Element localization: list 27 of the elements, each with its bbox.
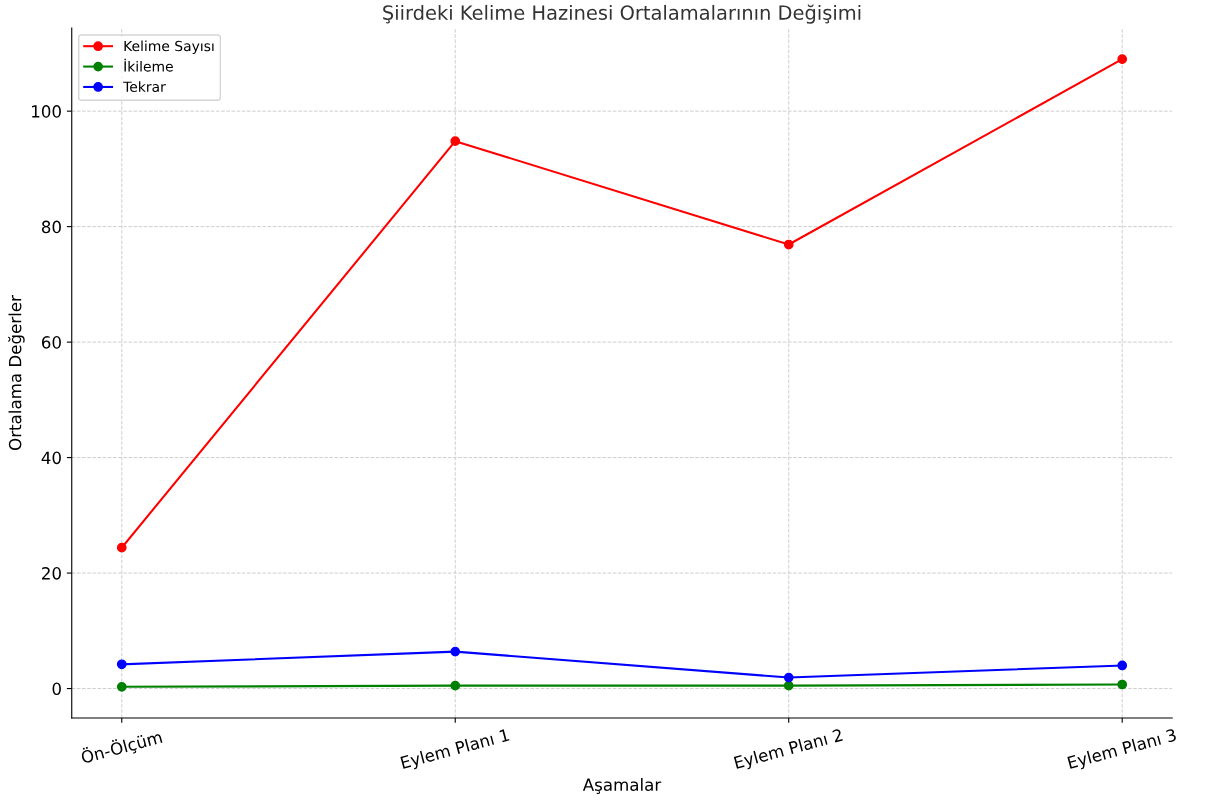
x-tick-label: Eylem Planı 3: [1067, 728, 1178, 773]
y-tick-label: 20: [42, 567, 61, 580]
legend-label: Kelime Sayısı: [124, 40, 214, 54]
y-tick-label: 60: [41, 336, 61, 349]
point: [783, 680, 794, 691]
point: [450, 136, 461, 147]
y-axis-title: Ortalama Değerler: [8, 295, 25, 450]
legend-label: Tekrar: [123, 81, 166, 93]
x-axis-title: Aşamalar: [582, 778, 662, 794]
point: [1117, 660, 1128, 671]
chart-title: Şiirdeki Kelime Hazinesi Ortalamalarının Değişimi: [383, 4, 861, 24]
point: [116, 659, 127, 670]
point: [783, 239, 794, 250]
legend-label: İkileme: [124, 58, 173, 72]
y-tick-label: 100: [32, 105, 61, 118]
point: [1117, 54, 1128, 65]
x-tick-label: Eylem Planı 2: [733, 728, 844, 773]
point: [450, 646, 461, 657]
x-tick-label: Eylem Planı 1: [400, 728, 511, 773]
point: [783, 672, 794, 683]
point: [450, 680, 461, 691]
point: [1117, 679, 1128, 690]
point: [116, 542, 127, 553]
y-tick-label: 40: [41, 451, 61, 465]
point: [116, 681, 127, 692]
y-tick-label: 80: [41, 220, 61, 234]
y-tick-label: 0: [52, 682, 61, 696]
